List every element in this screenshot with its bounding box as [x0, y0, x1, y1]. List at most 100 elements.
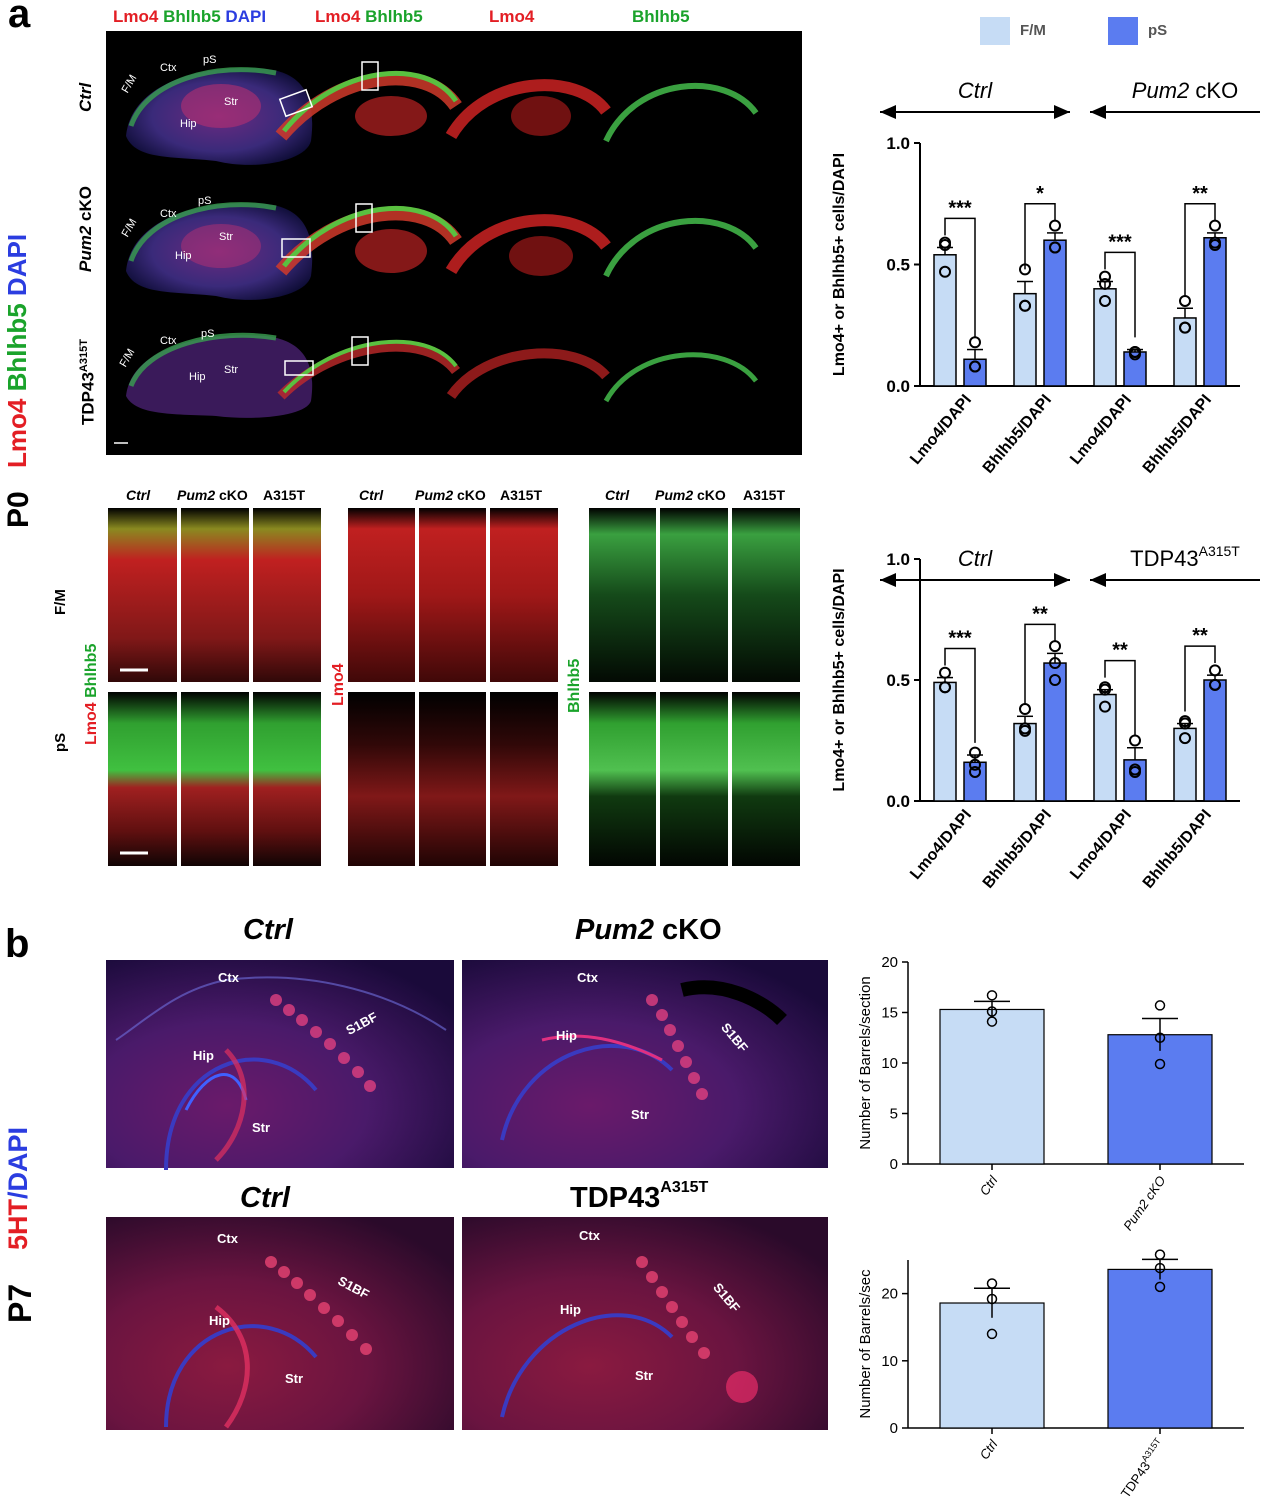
b-label-ctx-2: Ctx: [577, 970, 598, 985]
arrow-head: [1054, 573, 1070, 587]
y-tick-label: 0.0: [886, 792, 910, 811]
category-label: Lmo4/DAPI: [1067, 807, 1135, 883]
data-point: [1019, 299, 1031, 312]
category-label: Pum2 cKO: [1120, 1173, 1168, 1233]
bar: [1013, 292, 1037, 387]
data-point: [939, 666, 951, 679]
header-bhlhb5: Bhlhb5: [632, 7, 690, 26]
category-label: Lmo4/DAPI: [1067, 392, 1135, 468]
category-label: Bhlhb5/DAPI: [1140, 392, 1215, 477]
y-axis-label: Number of Barrels/sec: [857, 1269, 874, 1419]
category-label: Bhlhb5/DAPI: [980, 392, 1055, 477]
label-ctx-2: Ctx: [160, 208, 177, 220]
significance-label: **: [1192, 625, 1208, 647]
y-tick-label: 1.0: [886, 550, 910, 569]
p7-tdp43: [462, 1217, 828, 1430]
data-point: [986, 1278, 998, 1289]
y-tick-label: 0.5: [886, 671, 910, 690]
bar: [1107, 1268, 1213, 1429]
y-axis-label: Number of Barrels/section: [857, 976, 874, 1149]
label-ps-1: pS: [203, 54, 217, 66]
b-header-pum2: Pum2 cKO: [575, 914, 722, 946]
category-label: Ctrl: [977, 1436, 1002, 1462]
data-point: [1099, 683, 1111, 696]
y-tick-label: 0: [890, 1156, 898, 1173]
bar: [933, 254, 957, 387]
data-point: [1209, 664, 1221, 677]
p7-pum2: [462, 960, 828, 1168]
data-point: [1019, 724, 1031, 737]
bar: [1093, 693, 1117, 802]
significance-label: ***: [948, 628, 972, 650]
group-label: Pum2 cKO: [1132, 78, 1238, 103]
data-point: [986, 1293, 998, 1305]
brain-row-pum2: [126, 202, 759, 300]
bar: [939, 1302, 1045, 1429]
b-label-ctx-1: Ctx: [218, 970, 239, 985]
significance-label: *: [1036, 183, 1044, 205]
panel-letter-a: a: [8, 0, 31, 36]
p7-ctrl-1: [106, 960, 454, 1171]
group-label: TDP43A315T: [1130, 543, 1240, 571]
zoom-side-stain-1: Lmo4 Bhlhb5: [83, 643, 100, 745]
y-tick-label: 10: [881, 1055, 898, 1072]
data-point: [939, 236, 951, 249]
bar: [1043, 239, 1067, 387]
panel-a-stain-label: Lmo4 Bhlhb5 DAPI: [2, 233, 32, 468]
data-point: [1154, 1000, 1166, 1011]
data-point: [1099, 700, 1111, 713]
y-tick-label: 20: [881, 1286, 898, 1303]
data-point: [1019, 703, 1031, 716]
p7-image-grid: [106, 960, 828, 1430]
category-label: Lmo4/DAPI: [907, 807, 975, 883]
chart-barrels-tdp43: 0 10 20 Number of Barrels/sec Ctrl TDP43A315T: [857, 1249, 1244, 1500]
zoom-side-ps: pS: [52, 732, 69, 752]
bar: [1173, 317, 1197, 387]
significance-label: ***: [948, 197, 972, 219]
header-merge-dapi: Lmo4 Bhlhb5 DAPI: [113, 7, 267, 26]
zoom-hdr-a315t-2: A315T: [500, 487, 543, 503]
row-label-pum2-cko: Pum2 cKO: [76, 186, 95, 272]
data-point: [1129, 345, 1141, 358]
data-point: [1049, 674, 1061, 686]
group-label: Ctrl: [958, 78, 993, 103]
arrow-head: [880, 573, 896, 587]
zoom-hdr-pum2-3: Pum2 cKO: [655, 487, 726, 503]
label-str-3: Str: [224, 364, 239, 376]
zoom-image-grid: [108, 508, 800, 866]
header-merge: Lmo4 Bhlhb5: [315, 7, 423, 26]
bar: [963, 358, 987, 387]
data-point: [1049, 241, 1061, 254]
bar: [933, 681, 957, 802]
significance-label: ***: [1108, 231, 1132, 253]
y-axis-label: Lmo4+ or Bhlhb5+ cells/DAPI: [831, 153, 848, 376]
zoom-hdr-ctrl-3: Ctrl: [605, 487, 630, 503]
data-point: [1129, 765, 1141, 778]
panel-b-age: P7: [2, 1283, 38, 1323]
brain-row-tdp43: [126, 332, 758, 418]
legend-swatch-ps: [1108, 17, 1138, 45]
data-point: [1049, 640, 1061, 653]
panel-a-age: P0: [2, 491, 35, 528]
data-point: [969, 336, 981, 349]
zoom-hdr-ctrl-1: Ctrl: [126, 487, 151, 503]
b-label-hip-1: Hip: [193, 1048, 214, 1063]
data-point: [1179, 321, 1191, 334]
chart-barrels-pum2: 0 5 10 15 20 Number of Barrels/section Ctrl Pum…: [857, 954, 1244, 1233]
significance-bracket: [1104, 251, 1136, 338]
data-point: [1154, 1281, 1166, 1293]
data-point: [1154, 1249, 1166, 1260]
data-point: [969, 758, 981, 771]
y-tick-label: 10: [881, 1353, 898, 1370]
category-label: Bhlhb5/DAPI: [1140, 807, 1215, 892]
b-label-str-1: Str: [252, 1120, 271, 1135]
data-point: [1099, 294, 1111, 307]
data-point: [986, 1016, 998, 1027]
data-point: [1209, 678, 1221, 691]
bar: [939, 1008, 1045, 1165]
row-label-ctrl: Ctrl: [76, 82, 95, 112]
y-tick-label: 20: [881, 954, 898, 971]
significance-label: **: [1112, 640, 1128, 662]
data-point: [1099, 270, 1111, 283]
